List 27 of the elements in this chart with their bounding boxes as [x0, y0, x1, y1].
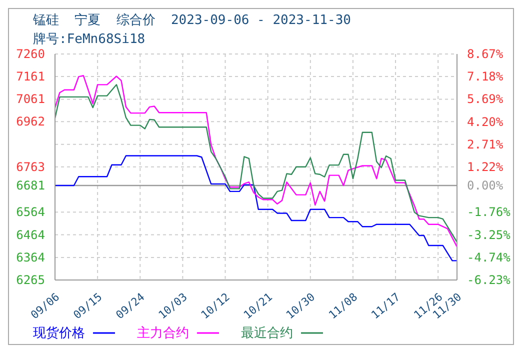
y2-tick-label: 2.71% — [467, 137, 504, 152]
y-tick-label: 7161 — [16, 69, 45, 84]
y-tick-label: 6464 — [16, 228, 45, 242]
y2-tick-label: 1.22% — [467, 160, 504, 174]
y-tick-label: 6564 — [16, 205, 45, 220]
y2-tick-label: -4.74% — [467, 250, 512, 264]
legend-label: 最近合约 — [241, 325, 293, 342]
y2-tick-label: 5.69% — [467, 92, 504, 106]
legend-label: 现货价格 — [33, 325, 85, 342]
y2-tick-label: -3.25% — [467, 228, 512, 242]
y-tick-label: 6265 — [16, 273, 45, 287]
chart-title: 锰硅 宁夏 综合价 2023-09-06 - 2023-11-30 — [32, 12, 352, 29]
y2-tick-label: 4.20% — [467, 114, 504, 129]
y2-tick-label: -6.23% — [467, 273, 512, 287]
chart-subtitle: 牌号:FeMn68Si18 — [32, 31, 146, 48]
y-tick-label: 6364 — [16, 250, 45, 265]
y-tick-label: 6681 — [16, 178, 45, 193]
y-tick-label: 6763 — [16, 160, 45, 174]
y2-tick-label: 0.00% — [467, 178, 504, 193]
y2-tick-label: 7.18% — [467, 70, 504, 84]
line-series — [55, 155, 457, 262]
y-tick-label: 7061 — [16, 92, 45, 106]
legend-label: 主力合约 — [137, 325, 189, 342]
y2-tick-label: -1.76% — [467, 205, 512, 220]
y-tick-label: 6962 — [16, 114, 45, 129]
y2-tick-label: 8.67% — [467, 47, 504, 61]
y-tick-label: 7260 — [16, 47, 45, 61]
